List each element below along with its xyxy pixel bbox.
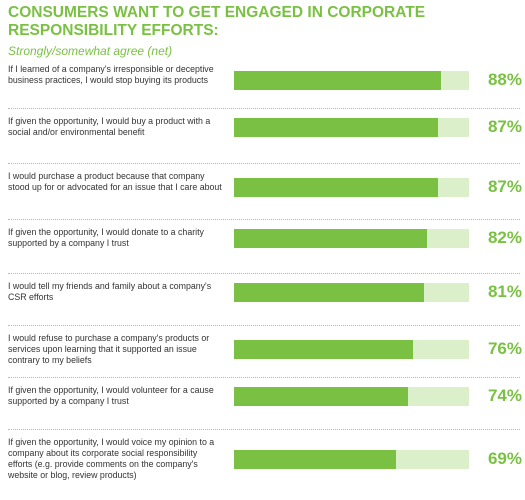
bar — [234, 71, 441, 90]
category-label: If given the opportunity, I would donate… — [8, 227, 204, 248]
data-label: 88% — [487, 70, 522, 89]
bar — [234, 387, 408, 406]
data-label: 87% — [487, 117, 522, 136]
bar-track — [234, 229, 469, 248]
data-label: 76% — [487, 339, 522, 358]
bar — [234, 229, 427, 248]
data-label: 82% — [487, 228, 522, 247]
bar — [234, 340, 413, 359]
category-label: If given the opportunity, I would volunt… — [8, 385, 214, 406]
bar — [234, 450, 396, 469]
bar — [234, 283, 424, 302]
data-label: 81% — [487, 282, 522, 301]
data-label: 74% — [487, 386, 522, 405]
category-label: I would refuse to purchase a company's p… — [8, 333, 210, 365]
category-label: I would purchase a product because that … — [8, 171, 222, 192]
bar — [234, 178, 438, 197]
bar-track — [234, 340, 469, 359]
bar-track — [234, 283, 469, 302]
category-label: I would tell my friends and family about… — [8, 281, 212, 302]
data-label: 87% — [487, 177, 522, 196]
bar-track — [234, 450, 469, 469]
bar — [234, 118, 438, 137]
row-divider — [8, 377, 520, 378]
bar-track — [234, 387, 469, 406]
bar-track — [234, 178, 469, 197]
category-label: If I learned of a company's irresponsibl… — [8, 64, 214, 85]
category-label: If given the opportunity, I would buy a … — [8, 116, 211, 137]
row-divider — [8, 163, 520, 164]
row-divider — [8, 273, 520, 274]
category-label: If given the opportunity, I would voice … — [8, 437, 215, 480]
row-divider — [8, 108, 520, 109]
chart-title: CONSUMERS WANT TO GET ENGAGED IN CORPORA… — [8, 4, 426, 39]
row-divider — [8, 325, 520, 326]
bar-track — [234, 71, 469, 90]
row-divider — [8, 219, 520, 220]
data-label: 69% — [487, 449, 522, 468]
chart-subtitle: Strongly/somewhat agree (net) — [8, 44, 173, 58]
row-divider — [8, 429, 520, 430]
bar-track — [234, 118, 469, 137]
